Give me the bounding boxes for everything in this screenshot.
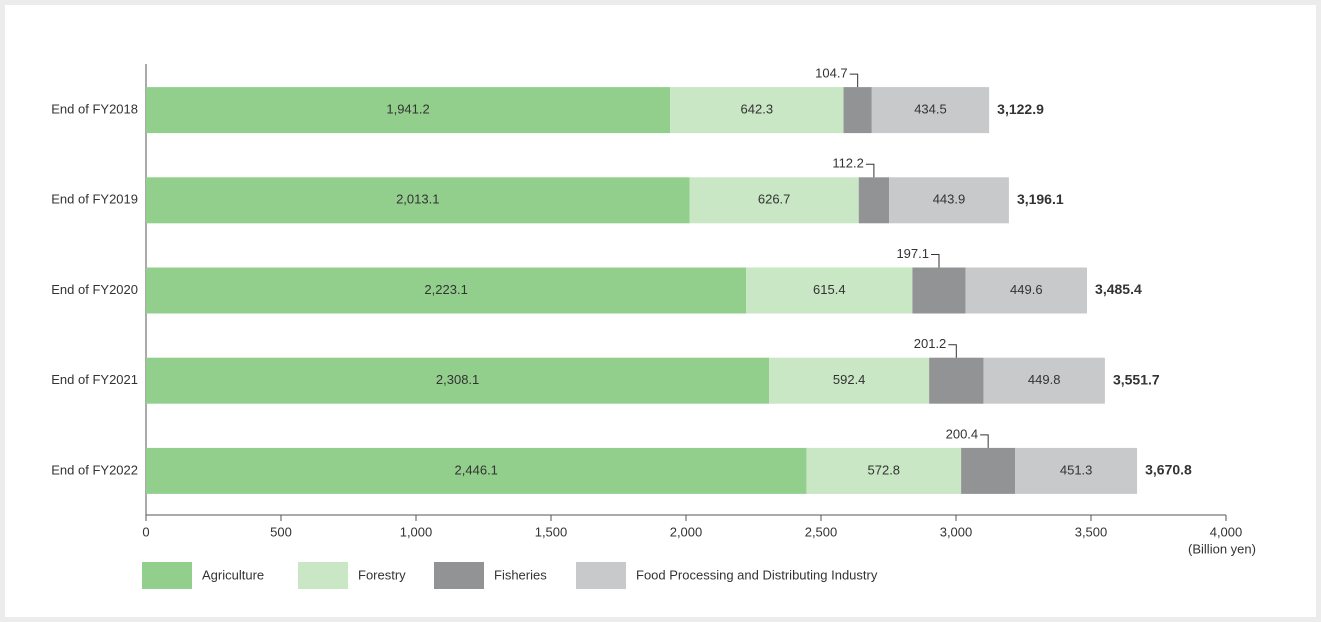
x-tick-label: 1,500 — [535, 524, 568, 539]
data-label: 197.1 — [896, 246, 929, 261]
total-label: 3,122.9 — [997, 101, 1044, 117]
y-tick-label: End of FY2019 — [51, 192, 138, 207]
legend-label: Fisheries — [494, 567, 547, 582]
x-tick-label: 2,500 — [805, 524, 838, 539]
bar-segment — [806, 447, 962, 494]
total-label: 3,670.8 — [1145, 462, 1192, 478]
legend-label: Food Processing and Distributing Industr… — [636, 567, 878, 582]
legend-swatch — [576, 562, 626, 589]
leader-line — [931, 254, 940, 268]
data-label: 615.4 — [813, 282, 846, 297]
data-label: 112.2 — [832, 156, 864, 171]
data-label: 2,223.1 — [424, 282, 467, 297]
data-label: 434.5 — [914, 102, 947, 117]
leader-line — [980, 434, 989, 448]
data-label: 104.7 — [815, 66, 848, 81]
y-tick-label: End of FY2021 — [51, 372, 138, 387]
bar-segment — [670, 87, 844, 134]
bar-segment — [146, 177, 690, 224]
bar-segment — [746, 267, 913, 314]
data-label: 200.4 — [946, 426, 979, 441]
y-tick-label: End of FY2018 — [51, 102, 138, 117]
x-tick-label: 3,500 — [1075, 524, 1108, 539]
leader-line — [865, 163, 875, 178]
data-label: 2,308.1 — [436, 372, 479, 387]
total-label: 3,551.7 — [1113, 371, 1160, 387]
data-label: 2,013.1 — [396, 192, 439, 207]
bar-segment — [858, 177, 890, 224]
bar-segment — [146, 447, 807, 494]
bar-segment — [146, 267, 747, 314]
data-label: 626.7 — [758, 192, 791, 207]
bar-segment — [961, 447, 1016, 494]
y-tick-label: End of FY2022 — [51, 462, 138, 477]
x-tick-label: 2,000 — [670, 524, 703, 539]
data-label: 642.3 — [741, 102, 774, 117]
bar-segment — [871, 87, 990, 134]
x-tick-label: 0 — [142, 524, 149, 539]
data-label: 201.2 — [914, 336, 947, 351]
data-label: 449.8 — [1028, 372, 1061, 387]
x-tick-label: 4,000 — [1210, 524, 1243, 539]
data-label: 592.4 — [833, 372, 866, 387]
x-axis-label: (Billion yen) — [1188, 541, 1256, 556]
legend-swatch — [142, 562, 192, 589]
x-tick-label: 1,000 — [400, 524, 433, 539]
legend-swatch — [298, 562, 348, 589]
bar-segment — [983, 357, 1105, 404]
total-label: 3,196.1 — [1017, 191, 1064, 207]
bar-segment — [146, 87, 671, 134]
legend-swatch — [434, 562, 484, 589]
data-label: 443.9 — [933, 192, 966, 207]
bar-segment — [965, 267, 1088, 314]
data-label: 2,446.1 — [455, 462, 498, 477]
bar-segment — [889, 177, 1009, 224]
leader-line — [948, 344, 957, 358]
bar-segment — [1015, 447, 1138, 494]
total-label: 3,485.4 — [1095, 281, 1142, 297]
data-label: 449.6 — [1010, 282, 1043, 297]
bar-segment — [912, 267, 966, 314]
bar-segment — [769, 357, 930, 404]
y-tick-label: End of FY2020 — [51, 282, 138, 297]
bar-segment — [689, 177, 859, 224]
bar-segment — [146, 357, 770, 404]
x-tick-label: 500 — [270, 524, 292, 539]
data-label: 1,941.2 — [386, 102, 429, 117]
x-tick-label: 3,000 — [940, 524, 973, 539]
legend-label: Forestry — [358, 567, 406, 582]
bar-segment — [843, 87, 872, 134]
legend-label: Agriculture — [202, 567, 264, 582]
bar-segment — [929, 357, 984, 404]
data-label: 451.3 — [1060, 462, 1093, 477]
leader-line — [849, 73, 859, 88]
data-label: 572.8 — [868, 462, 901, 477]
